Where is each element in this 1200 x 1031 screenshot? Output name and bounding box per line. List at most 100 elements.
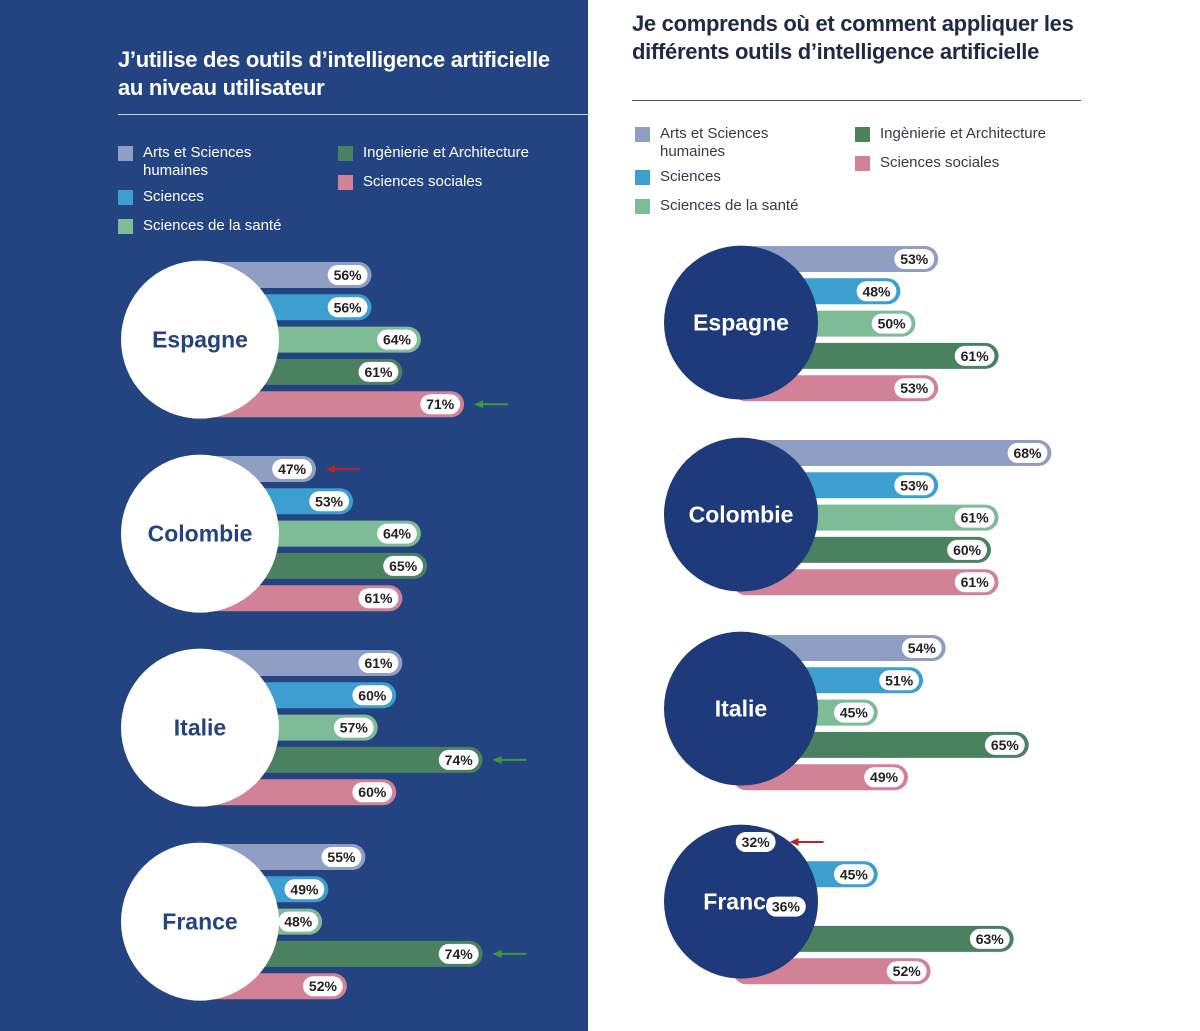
left-arrow-icon-colombie: [325, 465, 360, 473]
right-circles-layer: [664, 245, 818, 979]
right-value-label-france-sciences-sociales: 52%: [893, 963, 922, 979]
right-value-label-italie-arts-et-sciences-humaines: 54%: [908, 640, 937, 656]
right-value-pill-italie-arts-et-sciences-humaines: [901, 638, 942, 658]
right-title-divider: [632, 100, 1081, 101]
left-country-label-colombie: Colombie: [148, 521, 253, 547]
left-country-label-espagne: Espagne: [152, 327, 248, 353]
right-legend-item-sante: Sciences de la santé: [635, 197, 820, 215]
left-circle-italie: [121, 648, 279, 807]
right-value-pill-espagne-sciences-de-la-sante: [871, 313, 912, 334]
left-legend-item-sciences: Sciences: [118, 188, 303, 206]
left-value-pill-espagne-sciences-sociales: [420, 394, 461, 415]
right-value-label-italie-sciences-sociales: 49%: [870, 769, 899, 785]
left-circle-france: [121, 842, 279, 1001]
right-value-pill-italie-sciences-de-la-sante: [833, 702, 874, 723]
left-value-label-colombie-arts-et-sciences-humaines: 47%: [278, 461, 307, 477]
left-value-label-colombie-sciences-sociales: 61%: [364, 590, 393, 606]
left-value-label-france-sciences: 49%: [290, 881, 319, 897]
left-legend-label-ingenierie: Ingènierie et Architecture: [363, 144, 529, 161]
left-title-divider: [118, 114, 588, 115]
right-value-label-colombie-arts-et-sciences-humaines: 68%: [1013, 445, 1042, 461]
left-arrow-icon-italie: [492, 755, 527, 764]
right-value-pill-espagne-arts-et-sciences-humaines: [894, 249, 935, 269]
right-legend-label-sociales: Sciences sociales: [880, 154, 1000, 171]
right-legend-swatch-sociales: [855, 156, 870, 171]
right-legend-swatch-sciences: [635, 170, 650, 185]
left-value-pill-italie-sciences-de-la-sante: [333, 717, 374, 738]
left-circle-colombie: [121, 454, 279, 613]
right-value-pill-france-sciences-de-la-sante: [766, 896, 806, 917]
right-panel: Je comprends où et comment appliquer les…: [588, 0, 1200, 1031]
right-value-pill-espagne-sciences-sociales: [894, 378, 935, 399]
right-legend-item-sciences: Sciences: [635, 168, 820, 186]
left-value-pill-espagne-sciences: [327, 297, 368, 318]
right-value-pill-france-sciences-sociales: [886, 961, 927, 982]
right-legend-label-sciences: Sciences: [660, 168, 721, 185]
left-value-pill-italie-arts-et-sciences-humaines: [358, 653, 399, 673]
right-circle-france: [664, 824, 818, 979]
right-circle-espagne: [664, 245, 818, 400]
right-circle-colombie: [664, 437, 818, 592]
left-value-label-colombie-sciences: 53%: [315, 493, 344, 509]
left-value-label-italie-arts-et-sciences-humaines: 61%: [364, 655, 393, 671]
right-value-pill-italie-ingenierie-et-architecture: [984, 734, 1025, 755]
left-value-pill-france-sciences-sociales: [303, 976, 343, 997]
right-value-label-italie-ingenierie-et-architecture: 65%: [991, 737, 1020, 753]
left-panel: J’utilise des outils d’intelligence arti…: [0, 0, 588, 1031]
right-legend-label-sante: Sciences de la santé: [660, 197, 799, 214]
left-chart-title: J’utilise des outils d’intelligence arti…: [118, 47, 550, 100]
left-legend-swatch-sociales: [338, 175, 353, 190]
right-bar-colombie-sciences-sociales: [733, 569, 999, 596]
left-legend-item-arts: Arts et Sciences humaines: [118, 144, 303, 180]
left-arrow-head-colombie: [325, 465, 335, 473]
left-legend-label-sante: Sciences de la santé: [143, 217, 282, 234]
left-labels-layer: Espagne 56% 56% 64% 61% 71% Colombie 47% 53% 64% 6…: [148, 265, 527, 997]
right-value-label-colombie-sciences: 53%: [900, 477, 929, 493]
right-country-label-colombie: Colombie: [689, 502, 794, 528]
right-chart-title: Je comprends où et comment appliquer les…: [632, 11, 1074, 64]
left-value-label-colombie-sciences-de-la-sante: 64%: [383, 526, 412, 542]
left-value-label-colombie-ingenierie-et-architecture: 65%: [389, 558, 418, 574]
left-legend-swatch-ingenierie: [338, 146, 353, 161]
right-legend-swatch-arts: [635, 127, 650, 142]
left-value-label-italie-ingenierie-et-architecture: 74%: [445, 752, 474, 768]
right-country-label-espagne: Espagne: [693, 310, 789, 336]
right-legend-item-sociales: Sciences sociales: [855, 154, 1080, 172]
left-legend-label-sociales: Sciences sociales: [363, 173, 483, 190]
left-value-label-espagne-ingenierie-et-architecture: 61%: [364, 364, 393, 380]
left-value-pill-france-arts-et-sciences-humaines: [321, 847, 362, 867]
right-value-pill-france-ingenierie-et-architecture: [969, 928, 1010, 949]
right-country-label-italie: Italie: [715, 696, 767, 722]
left-legend-item-ingenierie: Ingènierie et Architecture: [338, 144, 563, 162]
left-value-pill-italie-sciences: [352, 685, 393, 706]
left-arrow-icon-france: [492, 949, 527, 958]
right-value-label-espagne-ingenierie-et-architecture: 61%: [961, 348, 990, 364]
left-legend-label-sciences: Sciences: [143, 188, 204, 205]
left-value-label-france-ingenierie-et-architecture: 74%: [445, 946, 474, 962]
right-value-label-espagne-arts-et-sciences-humaines: 53%: [900, 251, 929, 267]
right-legend-label-arts: Arts et Sciences humaines: [660, 125, 769, 160]
right-legend-label-ingenierie: Ingènierie et Architecture: [880, 125, 1046, 142]
left-value-label-france-arts-et-sciences-humaines: 55%: [327, 849, 356, 865]
right-value-label-italie-sciences-de-la-sante: 45%: [840, 705, 869, 721]
left-arrow-head-italie: [492, 755, 502, 764]
left-legend-swatch-sciences: [118, 190, 133, 205]
left-arrow-head-france: [492, 949, 502, 958]
left-bar-chart: Espagne 56% 56% 64% 61% 71% Colombie 47% 53% 64% 6…: [121, 260, 527, 1001]
right-value-label-colombie-sciences-de-la-sante: 61%: [961, 510, 990, 526]
left-country-label-italie: Italie: [174, 715, 226, 741]
left-value-pill-italie-ingenierie-et-architecture: [438, 749, 479, 770]
left-legend-label-arts: Arts et Sciences humaines: [143, 144, 252, 179]
right-value-pill-colombie-sciences-sociales: [954, 572, 995, 593]
right-arrow-head-france: [789, 838, 799, 846]
left-value-pill-france-sciences: [284, 879, 325, 900]
right-value-pill-colombie-sciences: [894, 475, 935, 496]
left-value-pill-colombie-sciences: [309, 491, 350, 512]
left-value-pill-france-ingenierie-et-architecture: [438, 943, 479, 964]
left-legend-item-sante: Sciences de la santé: [118, 217, 303, 235]
left-value-pill-espagne-ingenierie-et-architecture: [358, 361, 399, 382]
left-legend-swatch-sante: [118, 219, 133, 234]
right-value-label-espagne-sciences: 48%: [862, 283, 891, 299]
right-arrow-icon-france: [789, 838, 824, 846]
left-value-pill-espagne-sciences-de-la-sante: [377, 329, 417, 350]
